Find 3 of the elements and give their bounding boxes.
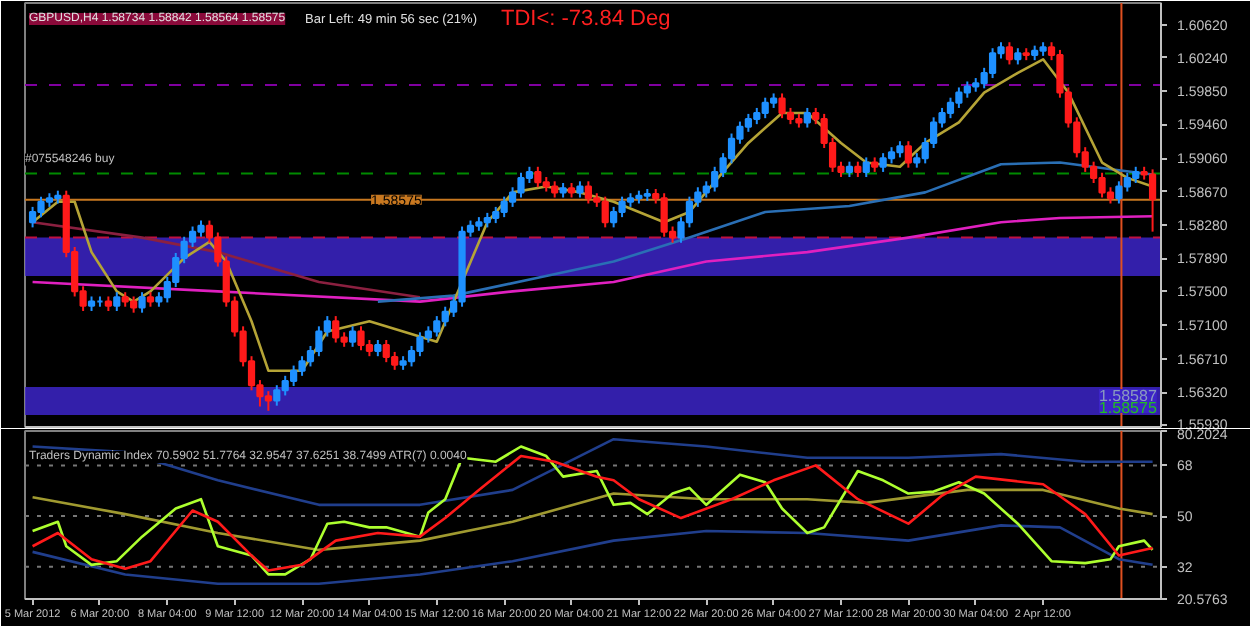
annotation: 1.58575 [1098,398,1158,417]
annotation: TDI<: -73.84 Deg [501,7,671,31]
annotation: 1.58587 [1098,386,1158,405]
